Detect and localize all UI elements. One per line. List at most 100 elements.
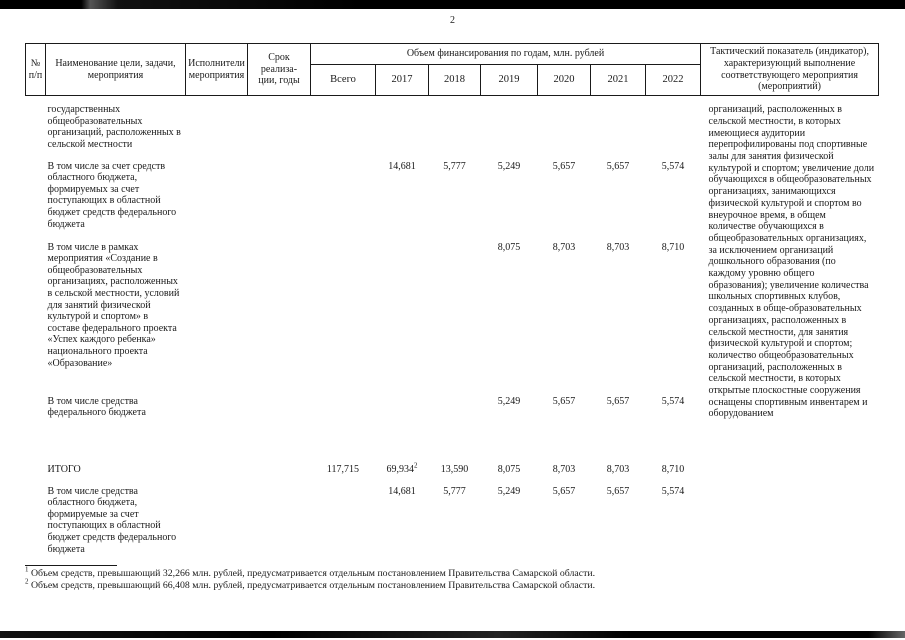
value-cell: 5,657: [606, 485, 630, 497]
indicator-text: организаций, расположенных в сельской ме…: [708, 104, 875, 420]
value-cell: 8,703: [606, 241, 630, 253]
row-label: В том числе в рамках мероприятия «Создан…: [47, 241, 180, 369]
row-label: ИТОГО: [47, 463, 81, 475]
value-cell: [538, 96, 591, 161]
value-cell: 5,657: [606, 395, 630, 407]
value-cell: [311, 161, 376, 242]
table-row: государственных общеобразовательных орга…: [26, 96, 879, 419]
value-cell: 8,710: [661, 463, 685, 475]
col-header-year: Всего: [310, 64, 376, 97]
scan-artifact-top-bar: [0, 0, 905, 9]
row-label: В том числе средства федерального бюджет…: [47, 395, 146, 419]
row-number-cell: [26, 242, 46, 396]
page-number: 2: [450, 15, 455, 26]
row-number-cell: [26, 161, 46, 242]
value-cell: 5,249: [497, 395, 521, 407]
value-cell: 5,777: [443, 160, 466, 172]
value-cell: [591, 96, 646, 161]
value-cell: 5,657: [552, 395, 576, 407]
row-executor-cell: [186, 396, 248, 464]
footnote-marker: 1: [25, 565, 29, 574]
value-cell: [376, 96, 429, 161]
value-cell: 8,703: [606, 463, 630, 475]
value-cell: 8,075: [497, 463, 521, 475]
row-executor-cell: [186, 96, 248, 161]
value-cell: 13,590: [440, 463, 469, 475]
footnote-marker: 2: [25, 577, 29, 586]
finance-table: № п/п Наименование цели, задачи, меропри…: [25, 42, 880, 574]
col-header-term: Срок реализа- ции, годы: [247, 42, 311, 97]
row-number-cell: [26, 396, 46, 464]
table-row: В том числе в рамках мероприятия «Создан…: [26, 242, 879, 396]
value-cell: [376, 396, 429, 464]
value-cell: 5,657: [606, 160, 630, 172]
value-cell: 8,710: [661, 241, 685, 253]
row-executor-cell: [186, 161, 248, 242]
value-cell: 8,703: [552, 463, 576, 475]
col-header-name: Наименование цели, задачи, мероприятия: [45, 42, 186, 97]
row-number-cell: [26, 96, 46, 161]
value-cell: [376, 242, 429, 396]
value-cell: [311, 486, 376, 574]
value-cell: [311, 242, 376, 396]
footnotes: 1 Объем средств, превышающий 32,266 млн.…: [25, 565, 645, 592]
value-cell: [429, 396, 481, 464]
col-header-finance-group: Объем финансирования по годам, млн. рубл…: [309, 42, 702, 66]
value-cell: 5,574: [661, 395, 685, 407]
value-cell: 117,715: [326, 463, 360, 475]
col-header-year: 2019: [480, 64, 538, 97]
value-cell: 69,9342: [386, 461, 418, 475]
table-header: № п/п Наименование цели, задачи, меропри…: [25, 42, 880, 97]
scan-artifact-bottom-bar: [0, 631, 905, 638]
row-executor-cell: [186, 242, 248, 396]
value-cell: 8,075: [497, 241, 521, 253]
row-executor-cell: [186, 464, 248, 486]
value-cell: 5,657: [552, 485, 576, 497]
value-cell: [481, 96, 538, 161]
row-number-cell: [26, 464, 46, 486]
table-row: В том числе средства областного бюджета,…: [26, 486, 879, 574]
row-label: В том числе средства областного бюджета,…: [47, 485, 177, 555]
col-header-year: 2018: [428, 64, 481, 97]
value-cell: [311, 96, 376, 161]
row-term-cell: [248, 161, 311, 242]
row-term-cell: [248, 486, 311, 574]
row-label: государственных общеобразовательных орга…: [47, 104, 181, 150]
footnote: 1 Объем средств, превышающий 32,266 млн.…: [25, 565, 596, 579]
value-cell: [646, 96, 701, 161]
value-cell: 14,681: [388, 160, 416, 172]
col-header-year: 2021: [590, 64, 646, 97]
row-term-cell: [248, 464, 311, 486]
value-cell: 5,249: [497, 485, 521, 497]
value-cell: [311, 396, 376, 464]
row-label: В том числе за счет средств областного б…: [47, 160, 177, 230]
finance-subheader-row: Всего 2017 2018 2019 2020 2021 2022: [26, 64, 879, 97]
col-header-year: 2020: [537, 64, 591, 97]
col-header-num: № п/п: [25, 42, 46, 97]
footnote: 2 Объем средств, превышающий 66,408 млн.…: [25, 577, 596, 592]
table-body: государственных общеобразовательных орга…: [26, 96, 879, 574]
col-header-executors: Исполнители мероприятия: [185, 42, 248, 97]
row-term-cell: [248, 242, 311, 396]
value-cell: 5,657: [552, 160, 576, 172]
footnote-separator: [25, 565, 117, 566]
table-row: ИТОГО 117,715 69,9342 13,590 8,075 8,703 8,703…: [26, 461, 879, 486]
value-cell: 5,574: [661, 160, 685, 172]
value-cell: 5,777: [443, 485, 466, 497]
row-term-cell: [248, 396, 311, 464]
row-number-cell: [26, 486, 46, 574]
row-term-cell: [248, 96, 311, 161]
row-executor-cell: [186, 486, 248, 574]
value-cell: 5,574: [661, 485, 685, 497]
value-cell: [429, 242, 481, 396]
value-cell: 14,681: [388, 485, 416, 497]
value-cell: [429, 96, 481, 161]
col-header-year: 2022: [644, 64, 702, 97]
footnote-marker: 2: [414, 461, 418, 470]
value-cell: 8,703: [552, 241, 576, 253]
col-header-year: 2017: [375, 64, 429, 97]
table-row: В том числе за счет средств областного б…: [26, 161, 879, 242]
value-cell: 5,249: [497, 160, 521, 172]
table-row: В том числе средства федерального бюджет…: [26, 396, 879, 464]
